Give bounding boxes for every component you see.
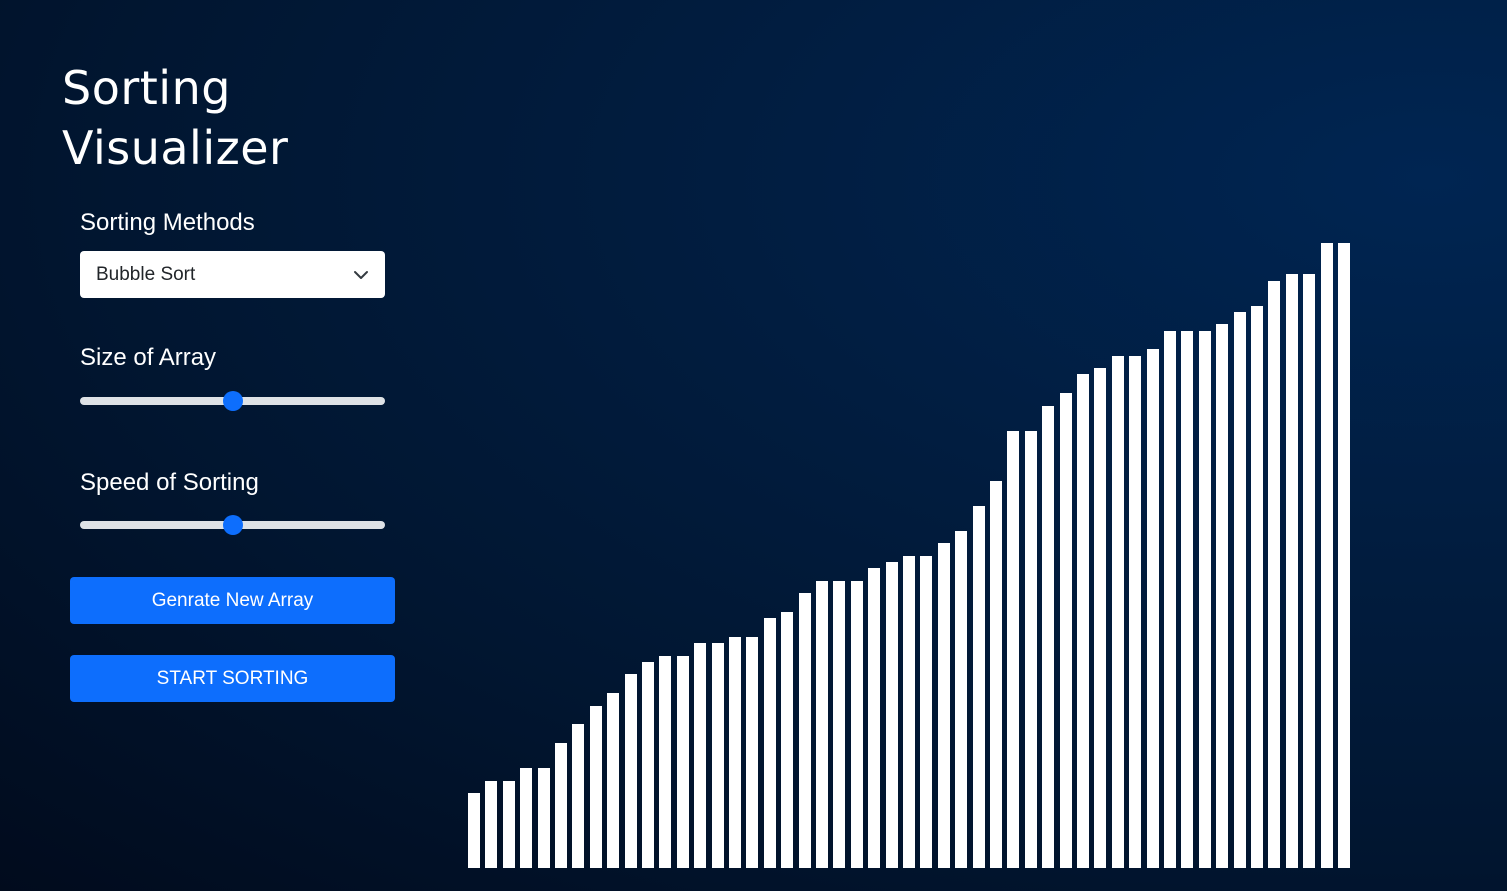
array-bar — [1042, 405, 1055, 868]
array-bar — [850, 580, 863, 868]
array-bar — [903, 555, 915, 868]
array-bar — [1111, 355, 1124, 868]
app-title: Sorting Visualizer — [62, 61, 289, 175]
sorting-method-select[interactable]: Bubble Sort — [80, 251, 385, 298]
array-bar — [1198, 330, 1211, 868]
array-bar — [1007, 430, 1020, 868]
sorting-methods-label: Sorting Methods — [80, 209, 255, 236]
array-bar — [502, 780, 515, 868]
array-bar — [659, 655, 672, 868]
array-bar — [520, 768, 533, 868]
array-size-slider[interactable] — [80, 391, 385, 411]
array-bar — [1216, 324, 1229, 868]
array-bar — [711, 643, 724, 868]
array-bar — [1251, 305, 1263, 868]
array-bar — [763, 618, 776, 868]
array-bar — [1268, 280, 1281, 868]
array-bar — [642, 661, 654, 868]
array-bar — [1094, 368, 1107, 868]
array-bar — [868, 568, 881, 868]
array-bar — [607, 693, 620, 868]
array-bar — [694, 643, 707, 868]
array-bar — [990, 480, 1002, 868]
array-bar — [798, 593, 811, 868]
control-sidebar: Sorting Visualizer Sorting Methods Bubbl… — [0, 0, 460, 891]
array-bar — [589, 705, 602, 868]
array-bar — [1181, 330, 1194, 868]
array-bar — [833, 580, 846, 868]
array-bar — [1129, 355, 1142, 868]
array-bar — [1146, 349, 1159, 868]
array-bar — [555, 743, 567, 868]
array-bar — [937, 543, 950, 868]
sorting-method-value: Bubble Sort — [96, 263, 196, 285]
array-bar — [1077, 374, 1089, 868]
array-bar — [485, 780, 498, 868]
array-bar — [781, 611, 794, 868]
sorting-speed-label: Speed of Sorting — [80, 469, 259, 496]
generate-array-button[interactable]: Genrate New Array — [70, 577, 395, 624]
array-bar — [1285, 274, 1298, 868]
array-bar — [1303, 274, 1316, 868]
array-bar — [729, 636, 741, 868]
array-bar — [1059, 393, 1072, 868]
array-bar — [1164, 330, 1176, 868]
array-bar — [676, 655, 689, 868]
array-bar — [537, 768, 550, 868]
array-bar — [1320, 243, 1333, 868]
array-size-label: Size of Array — [80, 344, 217, 371]
chevron-down-icon — [353, 267, 369, 283]
array-bar — [572, 724, 585, 868]
array-bar — [955, 530, 968, 868]
sorting-speed-slider[interactable] — [80, 515, 385, 535]
array-bar — [920, 555, 933, 868]
array-bar — [624, 674, 637, 868]
array-bar — [885, 561, 898, 868]
slider-thumb[interactable] — [222, 391, 243, 411]
array-bar — [746, 636, 759, 868]
array-bar — [1024, 430, 1037, 868]
array-bar — [1338, 243, 1350, 868]
slider-thumb[interactable] — [222, 515, 243, 535]
start-sorting-button[interactable]: START SORTING — [70, 655, 395, 702]
array-bar — [468, 793, 480, 868]
array-bars — [468, 230, 1368, 868]
array-bar — [1233, 311, 1246, 868]
array-bar — [816, 580, 828, 868]
array-bar — [972, 505, 985, 868]
